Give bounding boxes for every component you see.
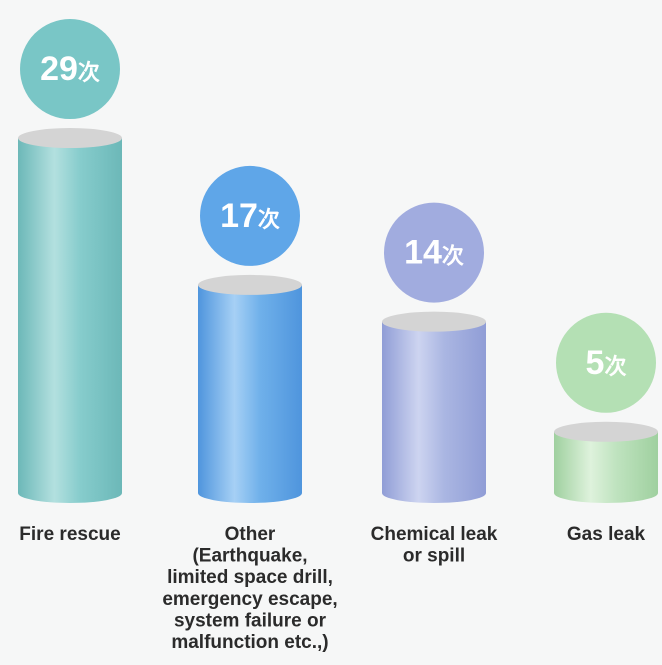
bar-body [382, 321, 486, 503]
category-label: Chemical leak or spill [371, 524, 498, 567]
value-bubble-circle [20, 19, 120, 120]
category-label: Other (Earthquake, limited space drill, eme… [162, 524, 337, 653]
data-label: 29次 [40, 50, 100, 88]
bar-body [554, 431, 658, 503]
data-label: 17次 [220, 197, 280, 235]
value-bubble: 17次 [200, 165, 300, 266]
value-bubble: 14次 [384, 202, 484, 303]
value-bubble-circle [384, 202, 484, 303]
data-label: 14次 [404, 234, 464, 272]
bar-top [198, 274, 302, 295]
data-label: 5次 [586, 344, 627, 382]
bar-4 [554, 421, 658, 503]
bar-1 [18, 128, 122, 504]
value-bubble: 5次 [556, 312, 656, 413]
bar-top [554, 421, 658, 442]
bar-3 [382, 311, 486, 503]
bar-body [18, 138, 122, 504]
value-bubble-circle [556, 312, 656, 413]
bar-2 [198, 274, 302, 503]
value-bubble: 29次 [20, 19, 120, 120]
bar-body [198, 284, 302, 503]
bar-top [382, 311, 486, 332]
value-bubble-circle [200, 165, 300, 266]
category-label: Fire rescue [19, 524, 120, 545]
bar-top [18, 128, 122, 149]
category-label: Gas leak [567, 524, 646, 545]
